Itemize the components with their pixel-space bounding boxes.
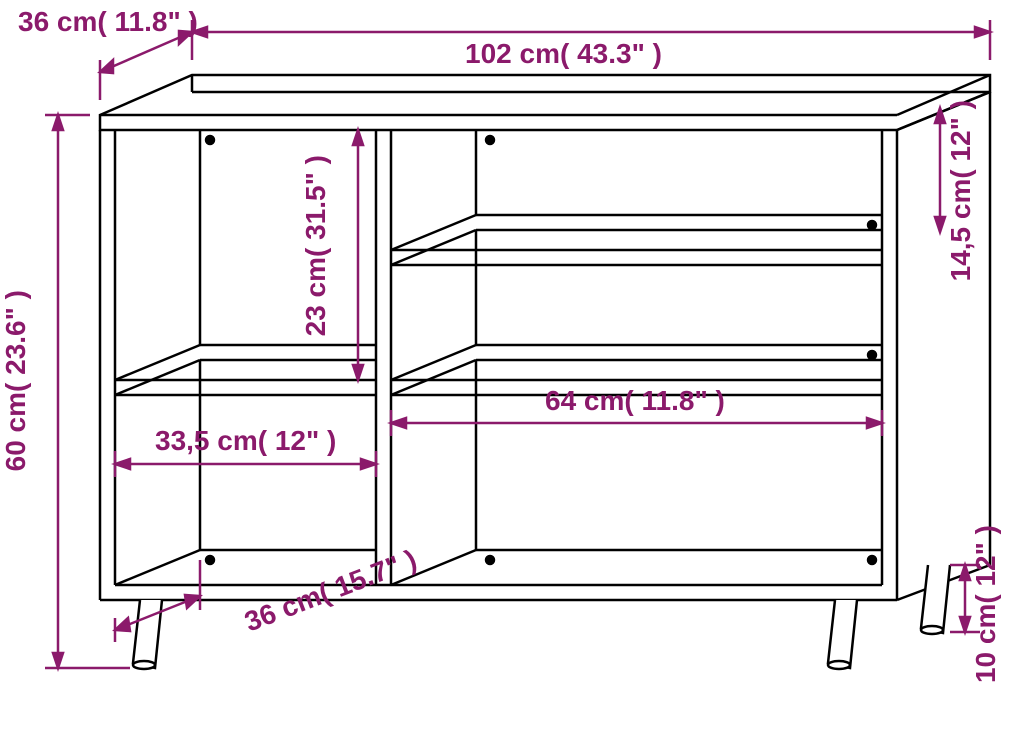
dim-inner-vert: 23 cm( 31.5" ) bbox=[300, 155, 332, 336]
dim-shelf-right-w: 64 cm( 11.8" ) bbox=[545, 385, 725, 417]
furniture-diagram-svg bbox=[0, 0, 1013, 737]
dim-leg-height: 10 cm( 12" ) bbox=[970, 525, 1002, 683]
dim-shelf-right-h: 14,5 cm( 12" ) bbox=[945, 100, 977, 281]
dim-width-top: 102 cm( 43.3" ) bbox=[465, 38, 662, 70]
dim-height-left: 60 cm( 23.6" ) bbox=[0, 290, 32, 471]
dim-depth-top: 36 cm( 11.8" ) bbox=[18, 6, 198, 38]
dim-shelf-left-w: 33,5 cm( 12" ) bbox=[155, 425, 336, 457]
